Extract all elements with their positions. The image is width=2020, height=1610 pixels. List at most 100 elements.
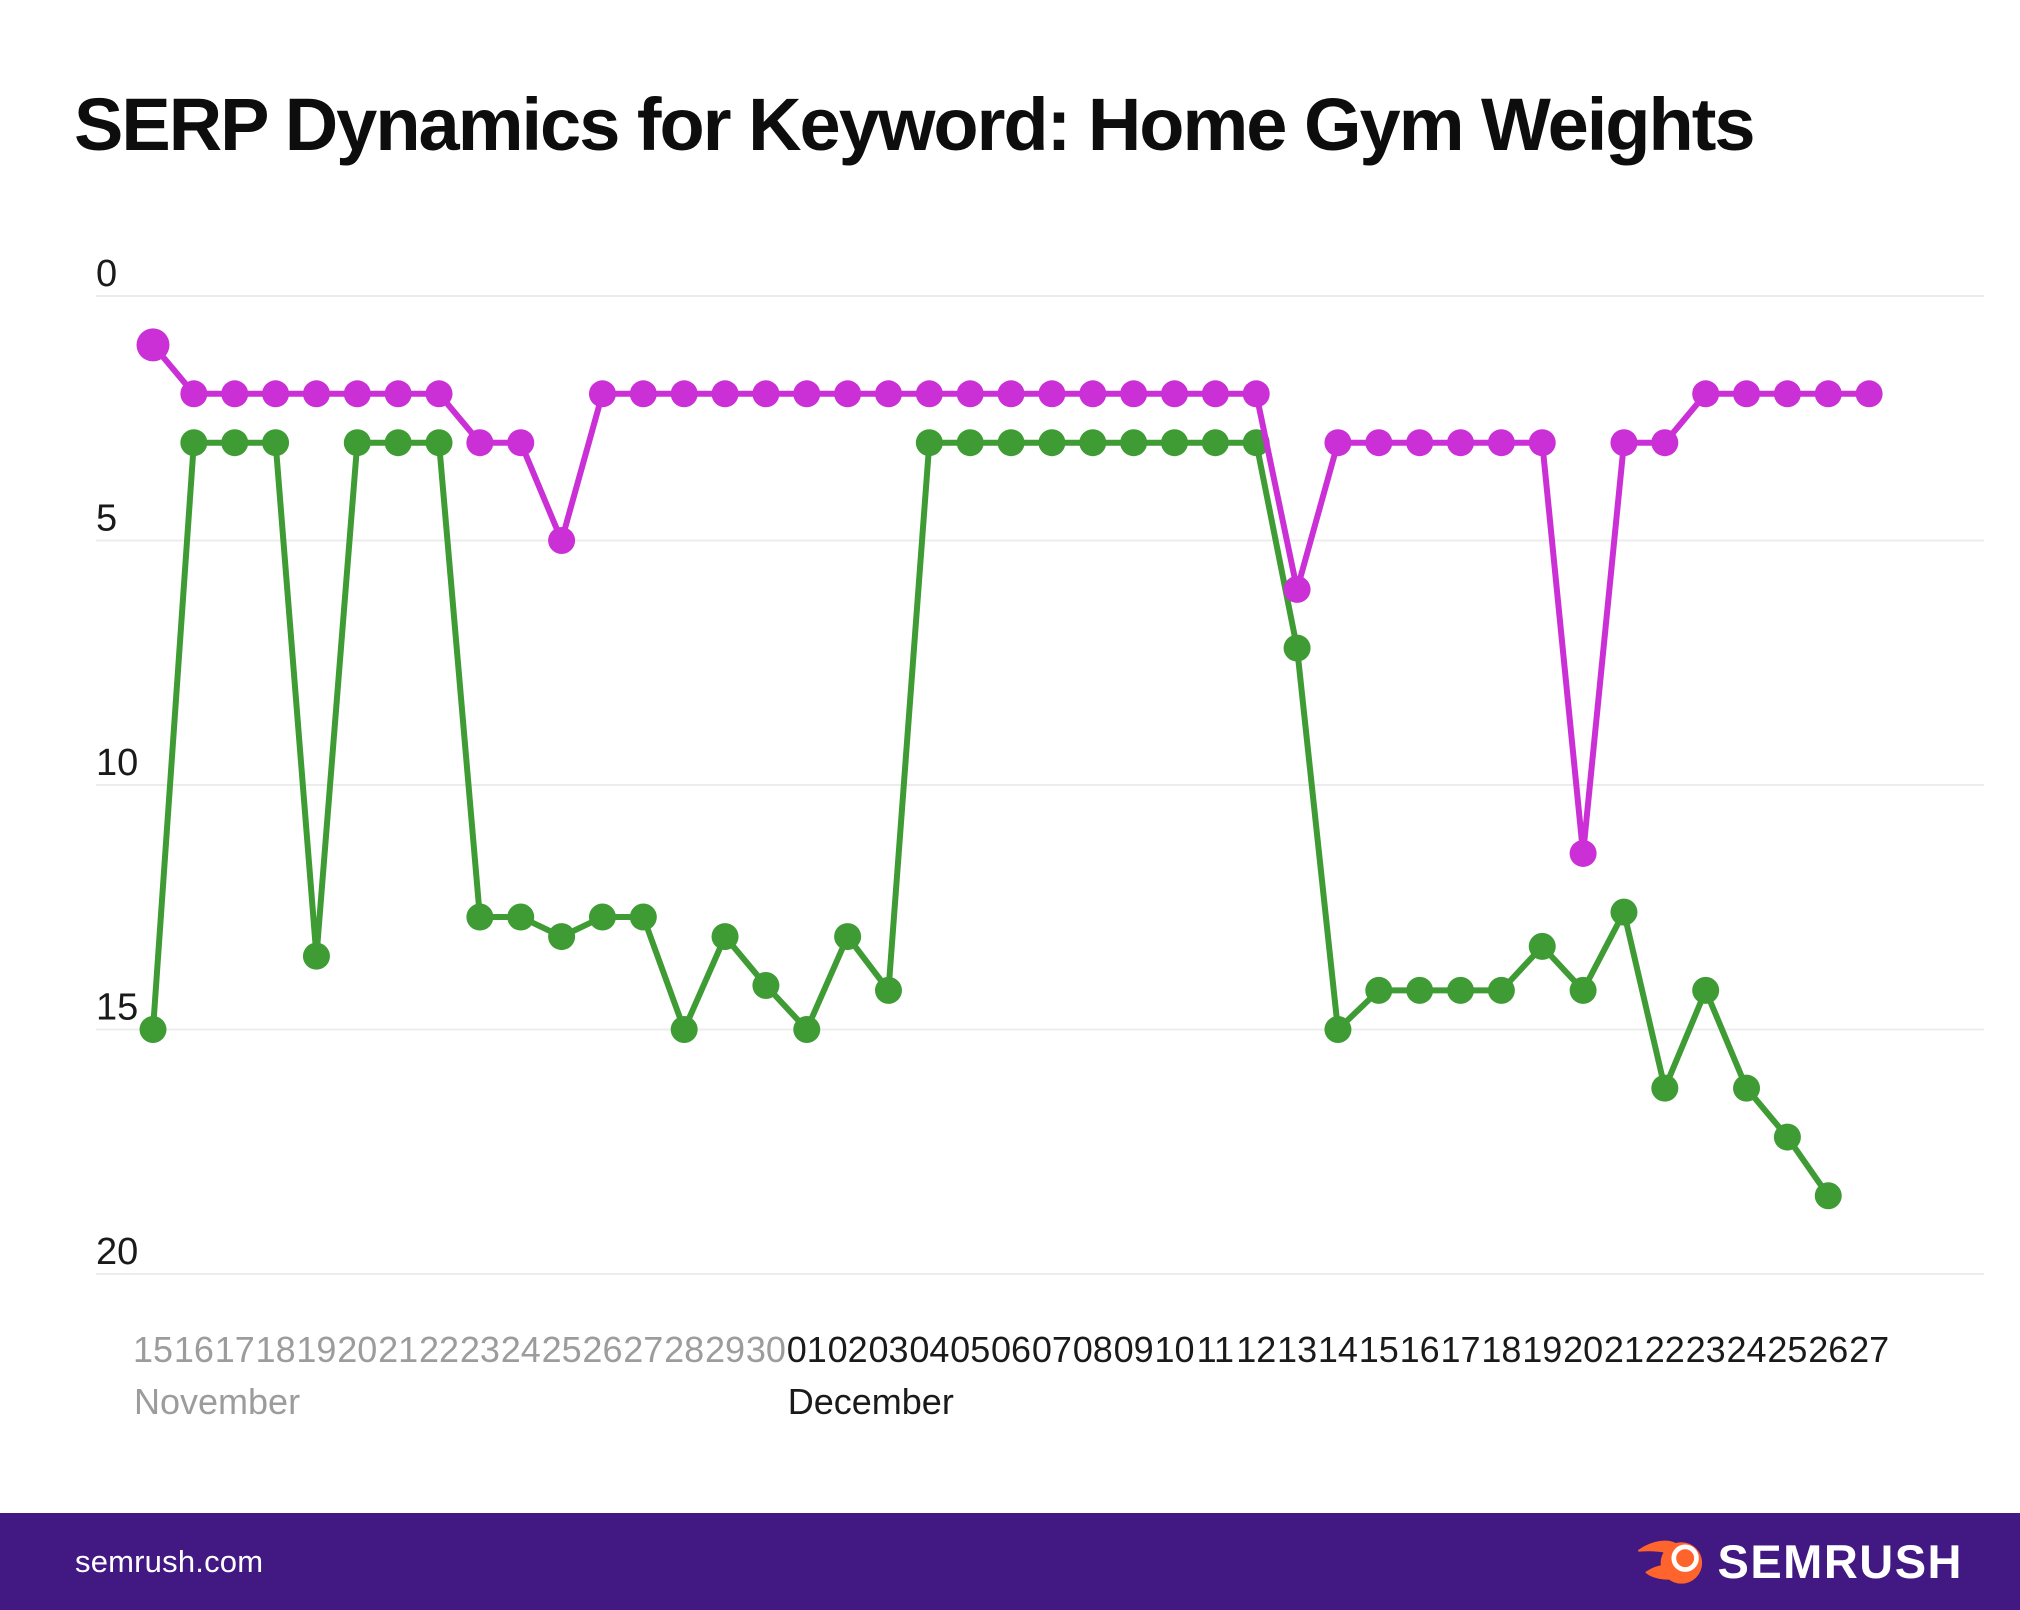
- data-point-magenta: [588, 380, 616, 408]
- data-point-green: [302, 942, 330, 970]
- data-point-magenta: [1365, 429, 1393, 457]
- data-point-magenta: [262, 380, 290, 408]
- data-point-magenta: [915, 380, 943, 408]
- data-point-green: [1161, 429, 1188, 457]
- x-tick-label: 04: [909, 1329, 949, 1370]
- x-tick-label: 16: [1400, 1329, 1440, 1370]
- x-tick-label: 17: [215, 1329, 255, 1370]
- x-tick-label: 13: [1277, 1329, 1317, 1370]
- x-tick-label: 23: [1686, 1329, 1726, 1370]
- data-point-magenta: [629, 380, 657, 408]
- x-tick-label: 22: [1645, 1329, 1685, 1370]
- data-point-magenta: [1406, 429, 1434, 457]
- data-point-green: [466, 903, 494, 931]
- data-point-magenta: [1651, 429, 1679, 457]
- x-tick-label: 27: [623, 1329, 663, 1370]
- data-point-magenta: [1283, 575, 1311, 603]
- site-url: semrush.com: [75, 1543, 264, 1579]
- data-point-green: [588, 903, 616, 931]
- grid-layer: [96, 295, 1984, 1275]
- data-point-green: [793, 1016, 821, 1043]
- data-point-green: [221, 429, 249, 457]
- series-layer: [136, 328, 1883, 1210]
- y-tick-label: 0: [96, 253, 117, 295]
- x-tick-label: 02: [828, 1329, 868, 1370]
- data-point-magenta: [425, 380, 453, 408]
- data-point-green: [1201, 429, 1229, 457]
- data-point-green: [915, 429, 943, 457]
- data-point-green: [670, 1016, 698, 1043]
- x-tick-label: 26: [1808, 1329, 1848, 1370]
- y-tick-label: 15: [96, 987, 138, 1029]
- x-tick-label: 05: [950, 1329, 990, 1370]
- data-point-green: [1447, 976, 1475, 1004]
- y-tick-label: 10: [96, 742, 138, 784]
- data-point-magenta: [507, 429, 535, 457]
- data-point-magenta: [180, 380, 208, 408]
- data-point-green: [1079, 429, 1107, 457]
- data-point-green: [1610, 898, 1638, 926]
- data-point-magenta: [956, 380, 984, 408]
- data-point-magenta: [221, 380, 249, 408]
- data-point-magenta: [343, 380, 371, 408]
- data-point-green: [1814, 1182, 1842, 1210]
- x-tick-label: 30: [746, 1329, 786, 1370]
- data-point-green: [1773, 1123, 1801, 1151]
- data-point-green: [997, 429, 1025, 457]
- data-point-magenta: [1324, 429, 1352, 457]
- data-point-green: [262, 429, 290, 457]
- y-tick-label: 20: [96, 1231, 138, 1273]
- data-point-green: [1120, 429, 1148, 457]
- x-tick-label: 29: [705, 1329, 745, 1370]
- data-point-green: [139, 1016, 167, 1043]
- x-tick-label: 14: [1318, 1329, 1358, 1370]
- semrush-logo: SEMRUSH: [1638, 1534, 1963, 1589]
- data-point-green: [956, 429, 984, 457]
- x-tick-label: 06: [991, 1329, 1031, 1370]
- x-tick-label: 24: [1727, 1329, 1767, 1370]
- month-label-november: November: [134, 1381, 300, 1422]
- data-point-green: [711, 923, 739, 951]
- data-point-magenta: [1814, 380, 1842, 408]
- data-point-magenta: [1079, 380, 1107, 408]
- data-point-green: [834, 923, 862, 951]
- x-tick-label: 18: [1481, 1329, 1521, 1370]
- x-tick-label: 25: [1767, 1329, 1807, 1370]
- x-tick-label: 12: [1236, 1329, 1276, 1370]
- data-point-magenta: [1733, 380, 1761, 408]
- data-point-green: [507, 903, 535, 931]
- x-tick-label: 16: [174, 1329, 214, 1370]
- data-point-green: [180, 429, 208, 457]
- x-tick-label: 15: [133, 1329, 173, 1370]
- x-tick-label: 20: [1563, 1329, 1603, 1370]
- data-point-green: [1733, 1074, 1761, 1102]
- data-point-magenta: [1242, 380, 1270, 408]
- data-point-green: [384, 429, 412, 457]
- x-tick-label: 17: [1440, 1329, 1480, 1370]
- series-line-magenta: [150, 341, 1873, 857]
- x-tick-label: 15: [1359, 1329, 1399, 1370]
- x-tick-label: 21: [1604, 1329, 1644, 1370]
- data-point-green: [1283, 634, 1311, 662]
- data-point-magenta: [711, 380, 739, 408]
- x-tick-label: 27: [1849, 1329, 1889, 1370]
- x-tick-label: 08: [1073, 1329, 1113, 1370]
- data-point-green: [874, 976, 902, 1004]
- data-point-green: [1324, 1016, 1352, 1043]
- x-tick-label: 23: [460, 1329, 500, 1370]
- x-tick-label: 19: [1522, 1329, 1562, 1370]
- x-tick-label: 24: [501, 1329, 541, 1370]
- series-magenta: [136, 328, 1883, 867]
- semrush-flame-icon: [1638, 1540, 1703, 1584]
- x-tick-label: 26: [582, 1329, 622, 1370]
- x-tick-label: 11: [1197, 1329, 1234, 1370]
- data-point-green: [1569, 976, 1597, 1004]
- series-green: [139, 429, 1842, 1210]
- x-tick-label: 09: [1114, 1329, 1154, 1370]
- data-point-magenta: [1201, 380, 1229, 408]
- data-point-green: [752, 971, 780, 999]
- data-point-magenta: [1161, 380, 1188, 408]
- data-point-green: [1365, 976, 1393, 1004]
